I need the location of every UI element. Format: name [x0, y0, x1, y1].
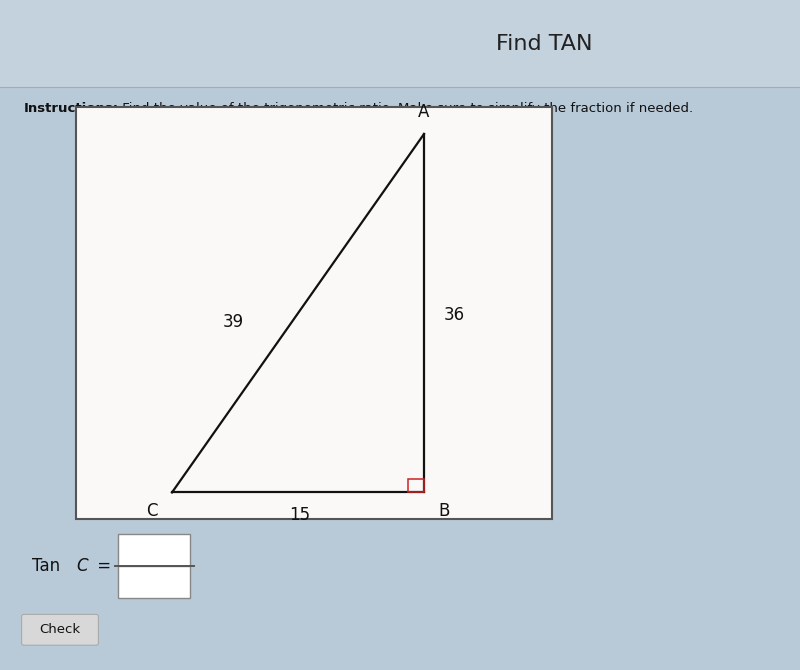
Text: Instructions:: Instructions: [24, 102, 119, 115]
Text: A: A [418, 103, 430, 121]
Text: B: B [438, 502, 450, 521]
Bar [76, 107, 552, 519]
Text: Find the value of the trigonometric ratio. Make sure to simplify the fraction if: Find the value of the trigonometric rati… [118, 102, 694, 115]
Text: C: C [146, 502, 158, 521]
Text: C: C [76, 557, 88, 575]
FancyBboxPatch shape [22, 614, 98, 645]
Bar [118, 534, 190, 566]
Bar [118, 566, 190, 598]
Text: 36: 36 [444, 306, 465, 324]
Text: Tan: Tan [32, 557, 66, 575]
Text: Check: Check [39, 623, 81, 636]
Bar [0, 0, 800, 87]
Text: 39: 39 [223, 313, 244, 330]
Bar [408, 479, 424, 492]
Text: Find TAN: Find TAN [496, 34, 592, 54]
Text: =: = [92, 557, 111, 575]
Text: 15: 15 [290, 506, 310, 524]
